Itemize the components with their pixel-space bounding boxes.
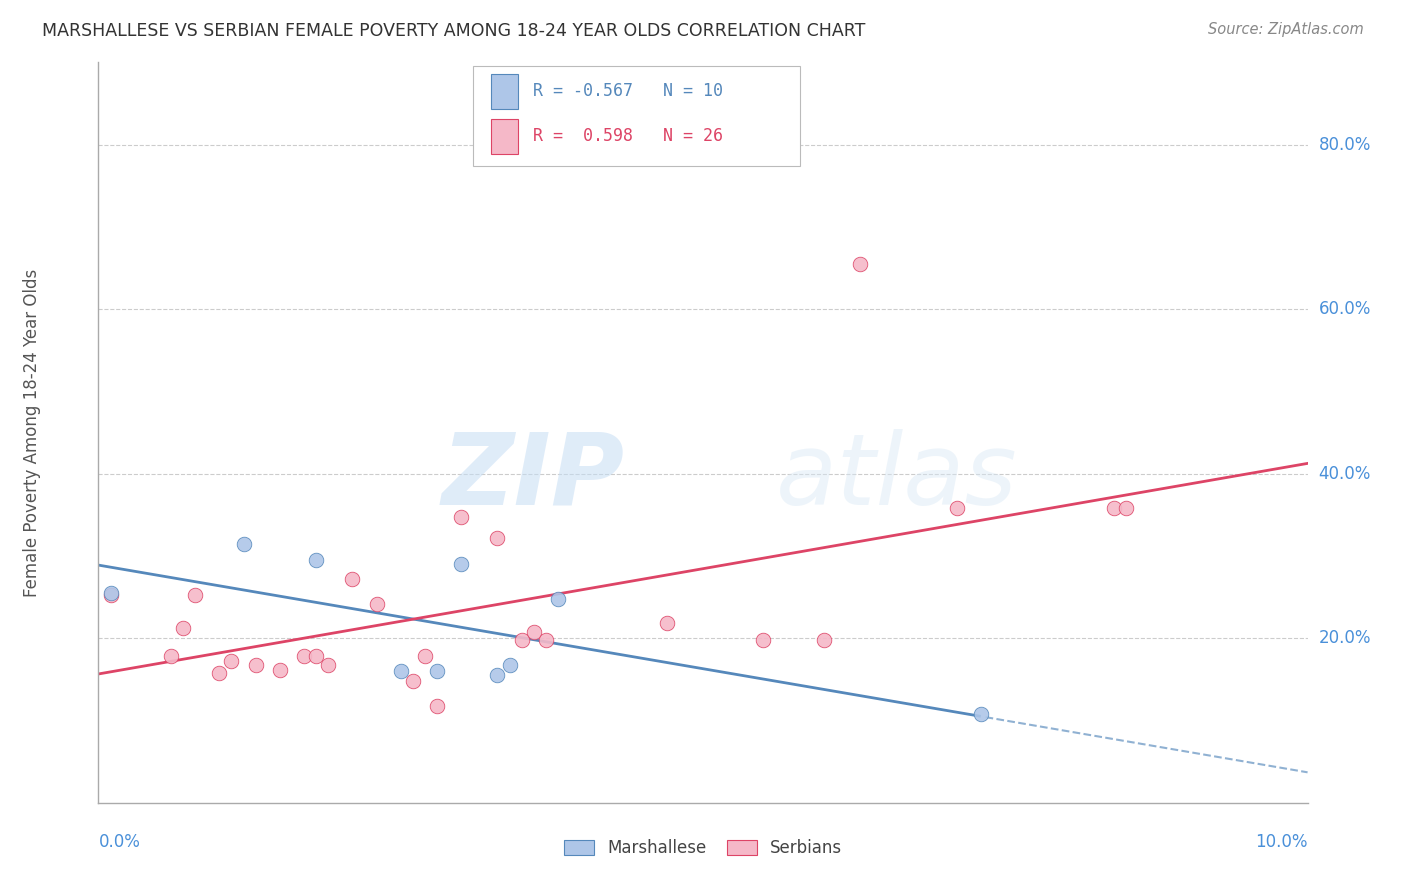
- Point: [655, 616, 678, 631]
- Text: 0.0%: 0.0%: [98, 833, 141, 851]
- Point: [1115, 501, 1137, 516]
- Point: [849, 257, 872, 271]
- Point: [269, 663, 291, 677]
- Point: [221, 654, 243, 668]
- Text: ZIP: ZIP: [441, 428, 624, 525]
- Point: [232, 536, 254, 550]
- Bar: [492, 73, 517, 109]
- Legend: Marshallese, Serbians: Marshallese, Serbians: [564, 839, 842, 857]
- Point: [184, 589, 207, 603]
- Point: [510, 632, 533, 647]
- Text: atlas: atlas: [776, 428, 1017, 525]
- Point: [316, 657, 339, 672]
- Text: Female Poverty Among 18-24 Year Olds: Female Poverty Among 18-24 Year Olds: [22, 268, 41, 597]
- Point: [970, 706, 993, 721]
- Point: [208, 665, 231, 680]
- Text: 60.0%: 60.0%: [1319, 301, 1371, 318]
- Point: [752, 632, 775, 647]
- Point: [523, 624, 546, 639]
- Text: 10.0%: 10.0%: [1256, 833, 1308, 851]
- Text: 80.0%: 80.0%: [1319, 136, 1371, 153]
- Point: [450, 509, 472, 524]
- Point: [498, 657, 520, 672]
- Point: [413, 649, 436, 664]
- Text: R = -0.567   N = 10: R = -0.567 N = 10: [533, 82, 723, 100]
- Point: [100, 589, 122, 603]
- Text: 20.0%: 20.0%: [1319, 629, 1371, 648]
- Point: [534, 632, 557, 647]
- Point: [292, 649, 315, 664]
- Point: [426, 698, 449, 713]
- Point: [813, 632, 835, 647]
- Point: [160, 649, 183, 664]
- Point: [486, 531, 509, 545]
- FancyBboxPatch shape: [474, 66, 800, 166]
- Text: MARSHALLESE VS SERBIAN FEMALE POVERTY AMONG 18-24 YEAR OLDS CORRELATION CHART: MARSHALLESE VS SERBIAN FEMALE POVERTY AM…: [42, 22, 866, 40]
- Point: [1102, 501, 1125, 516]
- Point: [366, 597, 388, 611]
- Point: [342, 572, 364, 586]
- Point: [172, 621, 194, 635]
- Point: [100, 586, 122, 600]
- Text: R =  0.598   N = 26: R = 0.598 N = 26: [533, 128, 723, 145]
- Point: [450, 558, 472, 572]
- Point: [547, 591, 569, 606]
- Point: [486, 668, 509, 682]
- Bar: [492, 119, 517, 154]
- Text: 40.0%: 40.0%: [1319, 465, 1371, 483]
- Point: [245, 657, 267, 672]
- Text: Source: ZipAtlas.com: Source: ZipAtlas.com: [1208, 22, 1364, 37]
- Point: [426, 664, 449, 678]
- Point: [389, 664, 412, 678]
- Point: [305, 649, 328, 664]
- Point: [402, 674, 425, 689]
- Point: [305, 553, 328, 567]
- Point: [946, 501, 969, 516]
